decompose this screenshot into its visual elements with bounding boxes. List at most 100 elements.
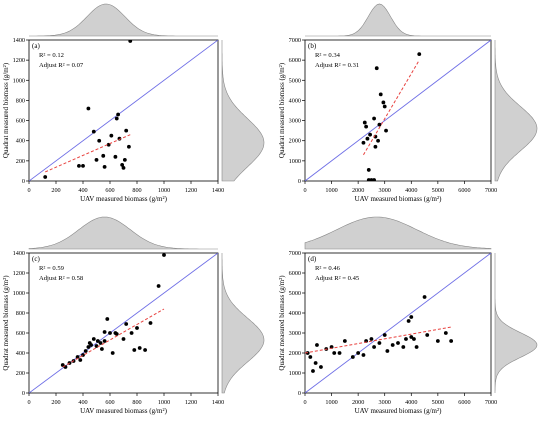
x-axis-title: UAV measured biomass (g/m²) [80, 407, 167, 415]
y-tick-label: 3000 [289, 118, 301, 125]
fit-line [62, 308, 165, 368]
y-tick-label: 400 [16, 350, 25, 357]
x-tick-label: 3000 [379, 399, 391, 406]
y-tick-label: 200 [16, 370, 25, 377]
series-area [305, 40, 491, 181]
chart-panel: 0 200 400 600 800 1000 1200 1400 0 200 400 600 800 10… [2, 3, 265, 203]
data-point [417, 52, 422, 56]
data-point [129, 331, 134, 335]
data-point [384, 128, 388, 133]
data-point [350, 355, 355, 359]
data-point [422, 295, 427, 299]
data-point [101, 153, 106, 158]
x-axis-title: UAV measured biomass (g/m²) [80, 195, 167, 203]
fit-line [363, 59, 420, 156]
chart-panel: 0 1000 2000 3000 4000 5000 6000 7000 0 1000 2000 30… [278, 3, 538, 203]
panel-label: (d) [308, 255, 317, 263]
data-point [143, 348, 148, 352]
y-tick-label: 800 [16, 97, 25, 104]
panel-label: (a) [32, 42, 40, 50]
y-tick-label: 7000 [289, 250, 301, 257]
y-axis-title: Quadrat measured biomass (g/m²) [278, 275, 286, 371]
data-point [77, 163, 81, 168]
data-point [105, 317, 110, 321]
adjusted-r2-annotation: Adjust R² = 0.31 [315, 62, 359, 69]
data-point [91, 129, 96, 134]
data-point [128, 40, 133, 43]
data-point [100, 347, 104, 351]
x-tick-label: 1200 [185, 399, 197, 406]
data-point [83, 349, 88, 353]
y-tick-label: 400 [16, 138, 25, 145]
data-point [425, 333, 430, 337]
x-axis-title: UAV measured biomass (g/m²) [355, 195, 442, 203]
y-tick-label: 0 [298, 178, 301, 185]
data-point [376, 138, 380, 143]
adjusted-r2-annotation: Adjust R² = 0.07 [39, 62, 84, 69]
x-tick-label: 1400 [212, 399, 224, 406]
x-tick-label: 0 [27, 187, 30, 194]
data-point [102, 330, 107, 334]
data-point [368, 132, 372, 137]
data-point [137, 346, 142, 350]
data-point [81, 163, 85, 168]
fit-line [305, 326, 452, 354]
marginal-density-right [221, 40, 265, 182]
marginal-density-top [304, 216, 492, 250]
y-tick-label: 1000 [13, 77, 25, 84]
x-tick-label: 1000 [158, 187, 170, 194]
x-tick-label: 4000 [405, 399, 417, 406]
y-tick-label: 3000 [289, 330, 301, 337]
data-point [361, 140, 366, 145]
x-tick-label: 1000 [325, 187, 337, 194]
y-tick-label: 1400 [13, 37, 25, 44]
r2-annotation: R² = 0.34 [315, 52, 341, 59]
data-point [121, 166, 126, 170]
chart-panel: 0 1000 2000 3000 4000 5000 6000 7000 0 1000 2000 30… [278, 216, 538, 415]
y-tick-label: 0 [298, 390, 301, 397]
x-tick-label: 6000 [458, 399, 470, 406]
data-point [406, 319, 411, 323]
marginal-density-top [29, 3, 218, 37]
data-point [366, 168, 371, 172]
y-axis-title: Quadrat measured biomass (g/m²) [2, 62, 10, 158]
data-point [412, 337, 416, 341]
data-point [109, 133, 114, 138]
adjusted-r2-annotation: Adjust R² = 0.45 [315, 275, 360, 282]
data-point [385, 349, 390, 353]
x-tick-label: 1000 [158, 399, 170, 406]
data-point [121, 337, 126, 341]
x-tick-label: 0 [303, 187, 306, 194]
y-tick-label: 2000 [289, 350, 301, 357]
data-point [124, 128, 129, 133]
data-point [132, 348, 137, 352]
y-tick-label: 1200 [13, 57, 25, 64]
y-axis-title: Quadrat measured biomass (g/m²) [278, 62, 286, 158]
data-point [409, 315, 414, 319]
x-tick-label: 200 [51, 187, 60, 194]
x-tick-label: 600 [105, 187, 114, 194]
data-point [124, 322, 129, 326]
data-point [390, 343, 395, 347]
y-tick-label: 600 [16, 118, 25, 125]
x-tick-label: 1200 [185, 187, 197, 194]
data-point [122, 157, 127, 162]
y-tick-label: 600 [16, 330, 25, 337]
r2-annotation: R² = 0.59 [39, 265, 65, 272]
data-point [364, 124, 369, 129]
identity-line [305, 253, 491, 393]
x-tick-label: 0 [303, 399, 306, 406]
data-point [449, 339, 454, 343]
y-tick-label: 5000 [289, 77, 301, 84]
data-point [162, 253, 166, 257]
data-point [365, 136, 370, 141]
x-tick-label: 800 [132, 187, 141, 194]
x-axis-title: UAV measured biomass (g/m²) [355, 407, 442, 415]
data-point [373, 144, 378, 149]
panel-label: (b) [308, 42, 317, 50]
data-point [75, 355, 80, 359]
data-point [126, 144, 131, 149]
x-tick-label: 1000 [325, 399, 337, 406]
x-tick-label: 6000 [458, 187, 470, 194]
data-point [311, 369, 315, 373]
